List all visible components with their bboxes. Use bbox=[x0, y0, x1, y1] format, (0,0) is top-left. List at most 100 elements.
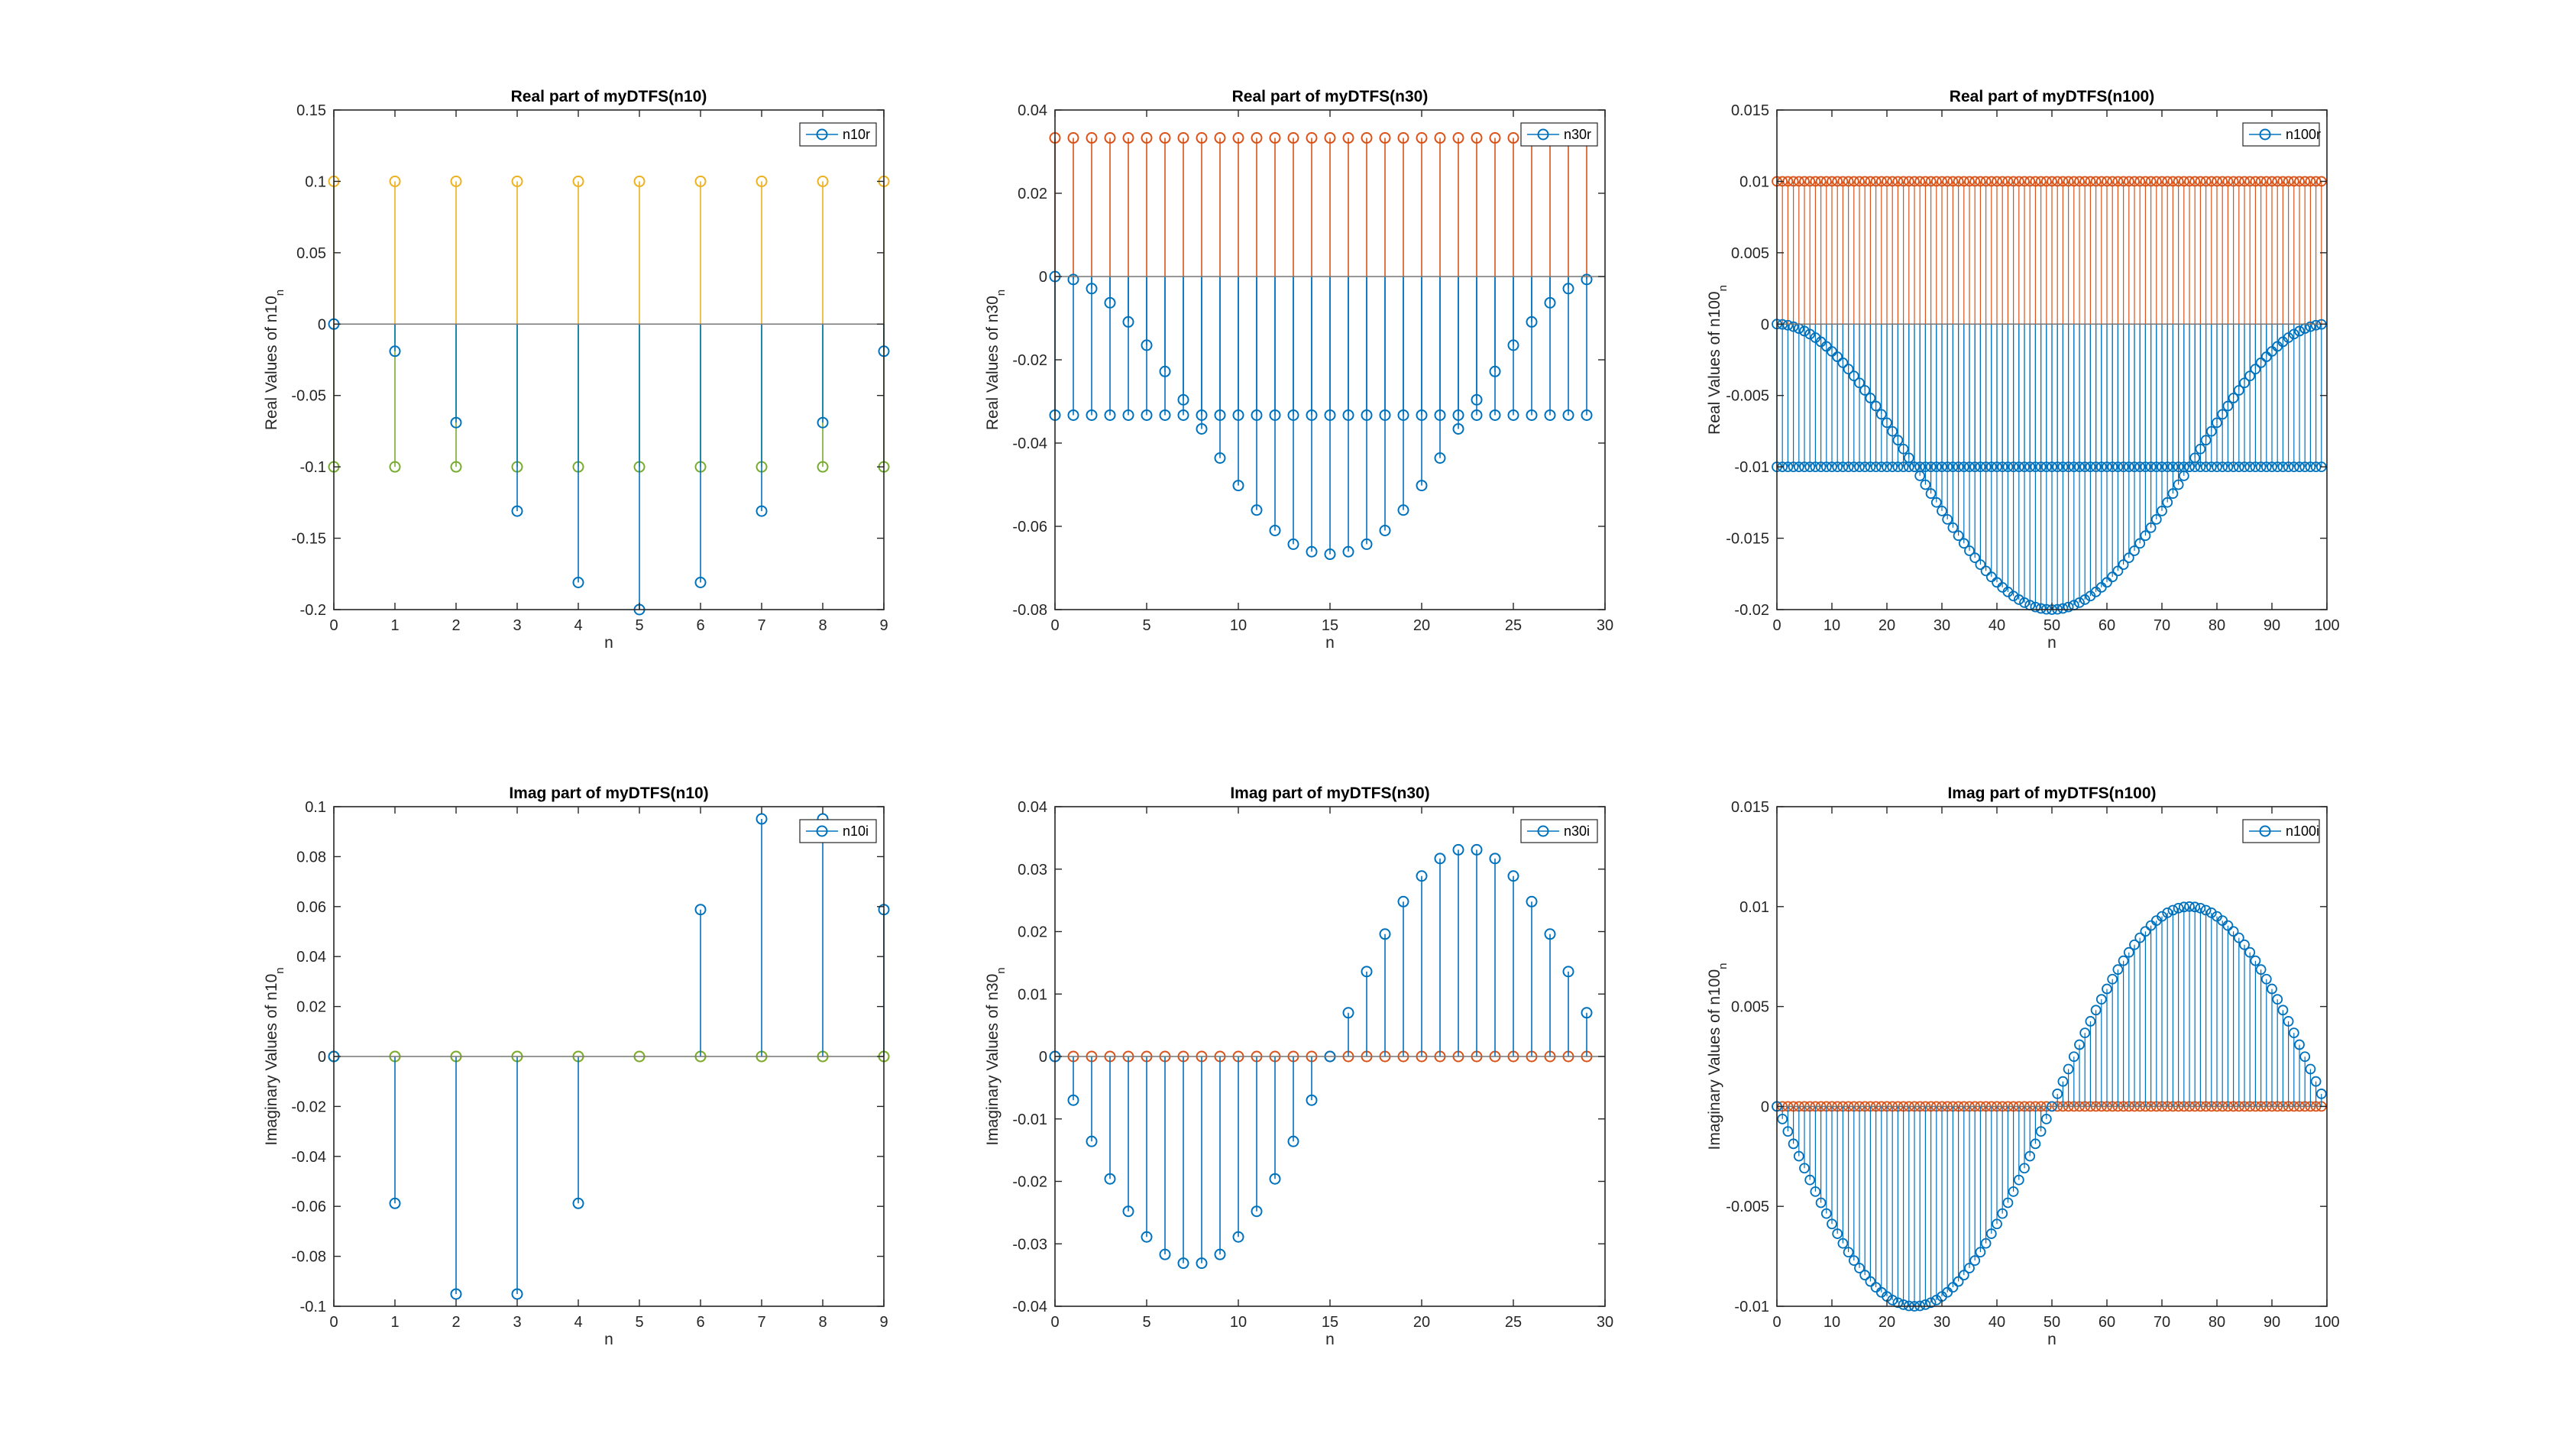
stem-marker bbox=[1969, 1255, 1981, 1266]
stem-marker bbox=[1397, 504, 1409, 516]
stem-marker bbox=[2057, 1076, 2069, 1087]
stem-marker bbox=[2140, 176, 2151, 187]
stem-marker bbox=[2123, 946, 2134, 958]
stem-marker bbox=[1471, 409, 1483, 421]
x-tick-label: 4 bbox=[574, 1314, 582, 1331]
x-tick-label: 7 bbox=[757, 1314, 765, 1331]
stem-marker bbox=[2123, 552, 2134, 564]
stem-marker bbox=[1379, 928, 1391, 940]
stem-marker bbox=[1980, 565, 1992, 577]
stem-marker bbox=[1251, 504, 1263, 516]
stem-marker bbox=[2222, 400, 2234, 412]
stem-marker bbox=[1507, 409, 1519, 421]
stem-marker bbox=[817, 175, 829, 187]
stem-marker bbox=[2040, 1113, 2052, 1124]
stem-marker bbox=[2134, 932, 2146, 943]
x-tick-label: 1 bbox=[390, 1314, 399, 1331]
series-2 bbox=[1049, 843, 1593, 1270]
y-tick-label: -0.005 bbox=[1726, 388, 1769, 405]
stem-marker bbox=[1434, 132, 1446, 144]
stem-marker bbox=[1799, 176, 1810, 187]
stem-marker bbox=[2228, 926, 2239, 937]
x-tick-label: 30 bbox=[1597, 617, 1613, 634]
stem-marker bbox=[2162, 908, 2173, 918]
stem-marker bbox=[817, 416, 829, 429]
stem-marker bbox=[1361, 132, 1373, 144]
stem-marker bbox=[1875, 176, 1887, 187]
plot-area bbox=[1777, 807, 2327, 1306]
stem-marker bbox=[450, 461, 462, 473]
stem-marker bbox=[2195, 902, 2206, 914]
stem-marker bbox=[1953, 530, 1964, 542]
stem-marker bbox=[2030, 601, 2041, 613]
chart-title: Real part of myDTFS(n30) bbox=[1232, 88, 1429, 105]
stem-marker bbox=[1782, 319, 1794, 331]
stem-marker bbox=[1342, 132, 1354, 144]
legend-label: n30r bbox=[1564, 127, 1591, 142]
y-tick-label: -0.15 bbox=[291, 531, 326, 548]
stem-marker bbox=[2217, 176, 2228, 187]
stem-marker bbox=[2239, 461, 2250, 473]
y-tick-label: -0.08 bbox=[291, 1249, 326, 1266]
y-axis-label-main: Imaginary Values of n30 bbox=[984, 974, 1002, 1146]
stem-marker bbox=[2200, 904, 2212, 916]
y-tick-label: -0.08 bbox=[1012, 602, 1047, 619]
stem-marker bbox=[1214, 132, 1226, 144]
x-tick-label: 30 bbox=[1934, 1314, 1950, 1331]
stem-marker bbox=[2255, 176, 2267, 187]
legend-marker bbox=[816, 825, 828, 837]
stem-marker bbox=[2244, 176, 2256, 187]
y-tick-label: 0.01 bbox=[1018, 986, 1047, 1003]
stem-marker bbox=[2250, 955, 2261, 966]
stem-marker bbox=[1975, 559, 1986, 571]
y-tick-label: -0.06 bbox=[291, 1199, 326, 1215]
stem-marker bbox=[2212, 461, 2222, 473]
stem-marker bbox=[1815, 1197, 1827, 1208]
x-tick-label: 5 bbox=[1142, 1314, 1150, 1331]
y-tick-label: 0.005 bbox=[1731, 245, 1769, 262]
y-tick-label: -0.05 bbox=[291, 388, 326, 405]
stem-marker bbox=[1159, 1248, 1171, 1260]
y-tick-label: -0.01 bbox=[1734, 1299, 1769, 1315]
stem-marker bbox=[1452, 843, 1464, 856]
stem-marker bbox=[1964, 176, 1975, 187]
stem-marker bbox=[2167, 488, 2179, 499]
stem-marker bbox=[1379, 524, 1391, 536]
y-tick-label: -0.04 bbox=[291, 1149, 326, 1166]
x-tick-label: 30 bbox=[1597, 1314, 1613, 1331]
y-tick-label: -0.02 bbox=[1012, 352, 1047, 369]
stem-marker bbox=[1887, 1294, 1898, 1306]
subplot-4: 0 1 2 3 4 5 6 7 8 9 -0.1 -0.08 -0.06 -0.04 -0.02 0 0.02 0… bbox=[263, 785, 890, 1348]
stem-marker bbox=[450, 175, 462, 187]
subplot-2: 0 5 10 15 20 25 30 -0.08 -0.06 -0.04 -0.02 0 0.02 0.0… bbox=[984, 88, 1613, 652]
legend: n30i bbox=[1520, 819, 1598, 843]
stem-marker bbox=[1865, 393, 1876, 403]
stem-marker bbox=[1434, 853, 1446, 865]
stem-marker bbox=[2095, 994, 2107, 1005]
stem-marker bbox=[1848, 461, 1859, 473]
stem-marker bbox=[1870, 176, 1882, 187]
stem-marker bbox=[1898, 176, 1909, 187]
stem-marker bbox=[1827, 346, 1837, 357]
stem-marker bbox=[1837, 358, 1849, 368]
y-axis-label-main: Imaginary Values of n10 bbox=[263, 974, 280, 1146]
stem-marker bbox=[1997, 176, 2008, 187]
stem-marker bbox=[1887, 461, 1898, 473]
stem-marker bbox=[2030, 1138, 2041, 1150]
stem-marker bbox=[2195, 461, 2206, 473]
stem-marker bbox=[2085, 176, 2096, 187]
stem-marker bbox=[1942, 176, 1953, 187]
y-tick-label: 0.04 bbox=[1018, 102, 1047, 119]
subplot-5: 0 5 10 15 20 25 30 -0.04 -0.03 -0.02 -0.01 0 0.01 0.0… bbox=[984, 785, 1613, 1348]
stem-marker bbox=[1854, 176, 1865, 187]
stem-marker bbox=[2184, 176, 2195, 187]
stem-marker bbox=[2260, 176, 2272, 187]
x-tick-label: 3 bbox=[513, 617, 521, 634]
stem-marker bbox=[1799, 461, 1810, 473]
stem-marker bbox=[1887, 425, 1898, 437]
stem-marker bbox=[1804, 461, 1816, 473]
stem-marker bbox=[2200, 461, 2212, 473]
stem-marker bbox=[2288, 176, 2299, 187]
stem-marker bbox=[1930, 497, 1942, 508]
stem-marker bbox=[1992, 1218, 2002, 1230]
